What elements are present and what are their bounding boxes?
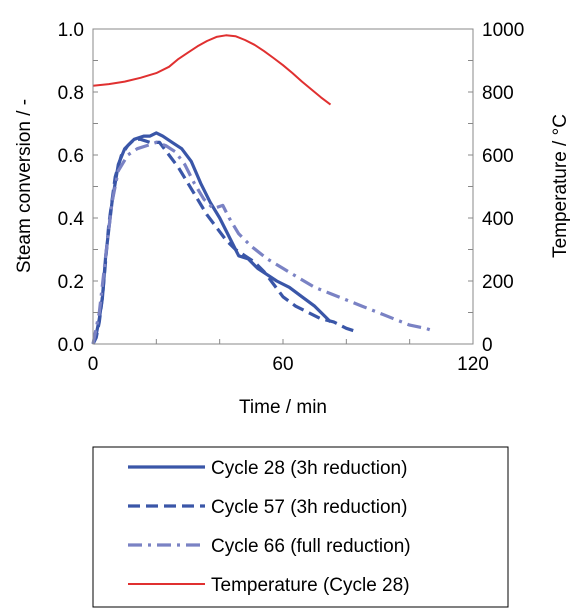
x-tick-label: 0: [88, 354, 99, 375]
y-left-tick-label: 0.6: [58, 146, 84, 167]
y-axis-right-title: Temperature / °C: [550, 114, 571, 258]
legend-label-1: Cycle 28 (3h reduction): [211, 458, 407, 479]
legend-label-3: Cycle 66 (full reduction): [211, 536, 411, 557]
y-left-tick-label: 1.0: [58, 20, 84, 41]
y-left-tick-label: 0.2: [58, 272, 84, 293]
y-right-tick-label: 600: [482, 146, 514, 167]
y-right-tick-label: 800: [482, 83, 514, 104]
x-tick-label: 120: [457, 354, 489, 375]
y-left-tick-label: 0.4: [58, 209, 85, 230]
series-line-3: [91, 140, 436, 345]
y-axis-left: 0.0 0.2 0.4 0.6 0.8 1.0: [58, 20, 98, 356]
y-right-tick-label: 400: [482, 209, 514, 230]
legend-label-4: Temperature (Cycle 28): [211, 575, 410, 596]
y-left-tick-label: 0.0: [58, 335, 84, 356]
legend-label-2: Cycle 57 (3h reduction): [211, 497, 407, 518]
y-axis-right: 0 200 400 600 800 1000: [468, 20, 524, 356]
legend: Cycle 28 (3h reduction) Cycle 57 (3h redu…: [92, 446, 509, 608]
x-tick-label: 60: [272, 354, 293, 375]
series-line-4: [92, 34, 332, 106]
x-axis: 0 60 120: [88, 339, 489, 375]
x-axis-title: Time / min: [239, 397, 327, 418]
y-right-tick-label: 200: [482, 272, 514, 293]
series-line-2: [91, 137, 357, 345]
plot-series: [91, 34, 436, 345]
y-right-tick-label: 0: [482, 335, 493, 356]
legend-box: [92, 446, 509, 608]
series-line-1: [91, 131, 332, 345]
y-axis-left-title: Steam conversion / -: [14, 99, 35, 273]
y-left-tick-label: 0.8: [58, 83, 84, 104]
y-right-tick-label: 1000: [482, 20, 524, 41]
